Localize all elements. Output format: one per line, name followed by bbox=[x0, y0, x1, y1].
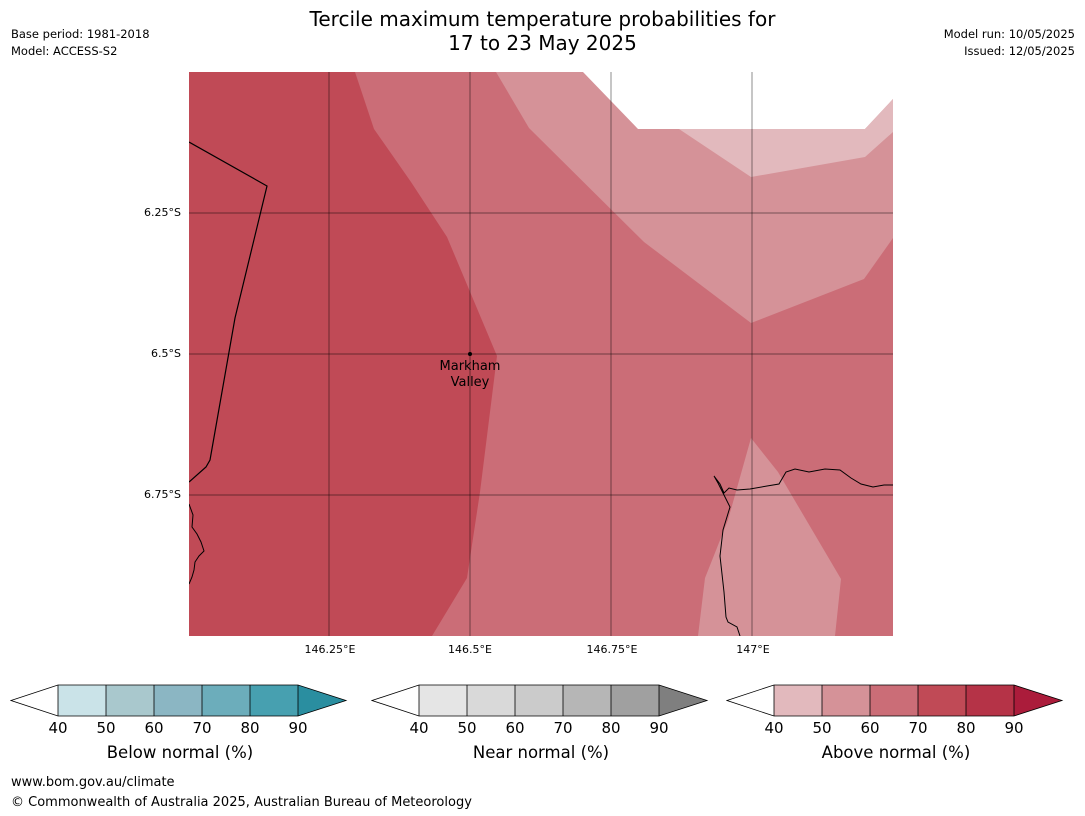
y-tick-label: 6.5°S bbox=[151, 347, 181, 360]
colorbar-segment bbox=[918, 685, 966, 716]
colorbar-tick-label: 60 bbox=[860, 719, 880, 737]
colorbar-high-extend bbox=[298, 685, 346, 716]
coastline-east bbox=[713, 468, 893, 636]
colorbar-tick-label: 40 bbox=[48, 719, 68, 737]
above-normal-colorbar: 40 50 60 70 80 90 Above normal (%) bbox=[726, 684, 1066, 774]
colorbar-tick-label: 90 bbox=[288, 719, 308, 737]
colorbar-segment bbox=[611, 685, 659, 716]
grid-lines bbox=[189, 72, 893, 636]
city-label: Markham Valley bbox=[420, 359, 520, 391]
colorbar-low-extend bbox=[11, 685, 58, 716]
x-tick-label: 147°E bbox=[736, 643, 770, 656]
model-run-label: Model run: 10/05/2025 bbox=[943, 27, 1075, 41]
x-tick-label: 146.25°E bbox=[304, 643, 356, 656]
colorbar-tick-label: 60 bbox=[505, 719, 525, 737]
base-period-label: Base period: 1981-2018 bbox=[11, 27, 150, 41]
colorbar-segment bbox=[154, 685, 202, 716]
colorbar-segment bbox=[515, 685, 563, 716]
province-border bbox=[189, 141, 268, 483]
colorbar-high-extend bbox=[1014, 685, 1062, 716]
issued-label: Issued: 12/05/2025 bbox=[964, 44, 1075, 58]
x-tick-label: 146.75°E bbox=[586, 643, 638, 656]
below-normal-title: Below normal (%) bbox=[106, 743, 254, 762]
colorbar-segment bbox=[870, 685, 918, 716]
footer-url[interactable]: www.bom.gov.au/climate bbox=[11, 775, 175, 790]
colorbar-tick-label: 80 bbox=[956, 719, 976, 737]
city-label-line-2: Valley bbox=[450, 375, 490, 390]
colorbar-segment bbox=[58, 685, 106, 716]
colorbar-tick-label: 70 bbox=[192, 719, 212, 737]
above-normal-title: Above normal (%) bbox=[821, 743, 971, 762]
colorbar-tick-label: 70 bbox=[908, 719, 928, 737]
colorbar-tick-label: 80 bbox=[240, 719, 260, 737]
colorbar-segment bbox=[822, 685, 870, 716]
colorbar-segment bbox=[419, 685, 467, 716]
colorbar-tick-label: 50 bbox=[812, 719, 832, 737]
colorbar-tick-label: 40 bbox=[409, 719, 429, 737]
colorbar-tick-label: 90 bbox=[1004, 719, 1024, 737]
colorbar-tick-label: 60 bbox=[144, 719, 164, 737]
colorbar-segment bbox=[202, 685, 250, 716]
city-label-line-1: Markham bbox=[439, 359, 501, 374]
map-title: Tercile maximum temperature probabilitie… bbox=[0, 7, 1085, 55]
header-right: Model run: 10/05/2025 Issued: 12/05/2025 bbox=[944, 26, 1075, 60]
title-line-1: Tercile maximum temperature probabilitie… bbox=[309, 7, 776, 31]
colorbar-segment bbox=[467, 685, 515, 716]
near-normal-title: Near normal (%) bbox=[472, 743, 610, 762]
zone-50-60-lower bbox=[698, 438, 841, 636]
colorbar-segment bbox=[106, 685, 154, 716]
colorbar-low-extend bbox=[372, 685, 419, 716]
colorbar-low-extend bbox=[727, 685, 774, 716]
colorbar-tick-label: 50 bbox=[457, 719, 477, 737]
x-tick-label: 146.5°E bbox=[448, 643, 492, 656]
colorbar-tick-label: 90 bbox=[649, 719, 669, 737]
below-normal-colorbar: 40 50 60 70 80 90 Below normal (%) bbox=[10, 684, 350, 774]
near-normal-colorbar: 40 50 60 70 80 90 Near normal (%) bbox=[371, 684, 711, 774]
title-line-2: 17 to 23 May 2025 bbox=[448, 31, 637, 55]
header-left: Base period: 1981-2018 Model: ACCESS-S2 bbox=[11, 26, 150, 60]
colorbar-tick-label: 80 bbox=[601, 719, 621, 737]
probability-map bbox=[189, 72, 893, 636]
colorbar-segment bbox=[250, 685, 298, 716]
colorbar-segment bbox=[966, 685, 1014, 716]
model-label: Model: ACCESS-S2 bbox=[11, 44, 118, 58]
y-tick-label: 6.25°S bbox=[144, 206, 181, 219]
city-marker bbox=[468, 352, 472, 356]
colorbar-segment bbox=[563, 685, 611, 716]
no-data-zone bbox=[583, 72, 893, 129]
zone-40-50 bbox=[638, 99, 893, 177]
colorbar-tick-label: 70 bbox=[553, 719, 573, 737]
coastline-west bbox=[189, 503, 205, 585]
footer-copyright: © Commonwealth of Australia 2025, Austra… bbox=[11, 795, 472, 810]
y-tick-label: 6.75°S bbox=[144, 488, 181, 501]
colorbar-high-extend bbox=[659, 685, 707, 716]
colorbar-tick-label: 40 bbox=[764, 719, 784, 737]
colorbar-tick-label: 50 bbox=[96, 719, 116, 737]
colorbar-segment bbox=[774, 685, 822, 716]
